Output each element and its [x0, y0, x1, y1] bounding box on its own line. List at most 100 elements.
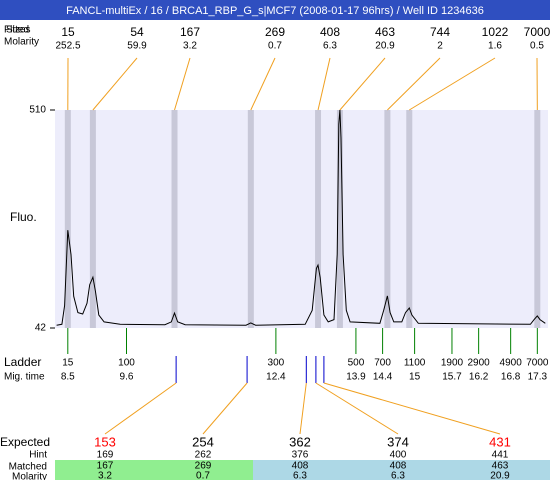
table-molarity-label: Molarity [12, 472, 47, 480]
peak-bar [315, 110, 322, 328]
ladder-size: 15 [62, 358, 74, 369]
peak-connector [250, 57, 276, 111]
ladder-size: 100 [118, 358, 135, 369]
molarity-value: 6.3 [293, 471, 307, 480]
peak-molarity: 0.7 [268, 41, 282, 52]
peak-bar [171, 110, 178, 328]
peak-size: 167 [180, 25, 200, 39]
peak-connector [339, 57, 386, 111]
matched-cell [253, 460, 351, 480]
mig-time: 15.7 [442, 372, 462, 383]
title: FANCL-multiEx / 16 / BRCA1_RBP_G_s|MCF7 … [66, 5, 484, 17]
mig-time: 13.9 [346, 372, 366, 383]
peak-molarity: 6.3 [323, 41, 337, 52]
y-tick-label: 510 [29, 105, 46, 116]
peak-bar [247, 110, 254, 328]
molarity-value: 6.3 [391, 471, 405, 480]
mig-time: 17.3 [528, 372, 548, 383]
mig-time: 12.4 [266, 372, 286, 383]
peak-size: 7000 [524, 25, 550, 39]
mig-time: 9.6 [120, 372, 134, 383]
molarity-value: 3.2 [98, 471, 112, 480]
title-bar [0, 0, 550, 20]
mig-time: 8.5 [61, 372, 75, 383]
expected-value: 431 [489, 434, 511, 449]
ladder-size: 300 [268, 358, 285, 369]
expected-value: 254 [192, 434, 214, 449]
trace [56, 109, 546, 326]
peak-molarity: 0.5 [530, 41, 544, 52]
peak-molarity: 1.6 [488, 41, 502, 52]
size-label: Sizes [6, 25, 30, 36]
expected-connector [315, 382, 399, 435]
peak-connector [174, 57, 191, 111]
mig-time-label: Mig. time [4, 372, 45, 383]
peak-bar [534, 110, 541, 328]
plot-area [55, 110, 548, 328]
y-tick-label: 42 [35, 323, 47, 334]
peak-bar [89, 110, 96, 328]
peak-connector [387, 57, 441, 111]
mig-time: 16.8 [501, 372, 521, 383]
molarity-label: Molarity [4, 37, 39, 48]
ladder-label: Ladder [4, 355, 41, 369]
ladder-size: 1900 [441, 358, 464, 369]
peak-size: 15 [61, 25, 75, 39]
peak-molarity: 59.9 [127, 41, 147, 52]
peak-molarity: 20.9 [375, 41, 395, 52]
peak-molarity: 252.5 [55, 41, 80, 52]
peak-connector [409, 57, 496, 111]
peak-size: 463 [375, 25, 395, 39]
expected-value: 362 [289, 434, 311, 449]
hint-value: 400 [390, 450, 407, 461]
matched-value: 408 [390, 461, 407, 472]
peak-bar [384, 110, 391, 328]
ladder-size: 500 [348, 358, 365, 369]
peak-size: 744 [430, 25, 450, 39]
peak-bar [64, 110, 71, 328]
matched-value: 463 [492, 461, 509, 472]
expected-connector [202, 382, 248, 435]
peak-molarity: 2 [437, 41, 443, 52]
matched-value: 167 [97, 461, 114, 472]
expected-value: 153 [94, 434, 116, 449]
matched-cell [450, 460, 550, 480]
peak-size: 54 [130, 25, 144, 39]
mig-time: 14.4 [373, 372, 393, 383]
expected-connector [104, 382, 177, 435]
expected-connector [323, 382, 501, 435]
mig-time: 16.2 [469, 372, 489, 383]
expected-label: Expected [0, 435, 50, 449]
peak-molarity: 3.2 [183, 41, 197, 52]
hint-value: 262 [195, 450, 212, 461]
ladder-size: 2900 [468, 358, 491, 369]
ladder-size: 4900 [500, 358, 523, 369]
molarity-value: 20.9 [490, 471, 510, 480]
matched-value: 408 [292, 461, 309, 472]
peak-size: 1022 [482, 25, 509, 39]
peak-connector [92, 57, 138, 111]
ladder-size: 1100 [404, 358, 426, 369]
peak-bar [336, 110, 343, 328]
matched-cell [154, 460, 253, 480]
hint-label: Hint [29, 450, 47, 461]
molarity-value: 0.7 [196, 471, 210, 480]
expected-value: 374 [387, 434, 409, 449]
matched-value: 269 [195, 461, 212, 472]
peak-size: 269 [265, 25, 285, 39]
hint-value: 376 [292, 450, 309, 461]
matched-label: Matched [9, 462, 47, 473]
mig-time: 15 [409, 372, 421, 383]
peak-bar [406, 110, 413, 328]
ladder-size: 7000 [526, 358, 549, 369]
expected-connector [299, 382, 307, 435]
peak-connector [317, 57, 331, 111]
ladder-size: 700 [374, 358, 391, 369]
hint-value: 441 [492, 450, 509, 461]
hint-value: 169 [97, 450, 114, 461]
matched-cell [350, 460, 451, 480]
fitted-label: Fitted [4, 25, 29, 36]
peak-size: 408 [320, 25, 340, 39]
y-axis-label: Fluo. [10, 210, 37, 224]
